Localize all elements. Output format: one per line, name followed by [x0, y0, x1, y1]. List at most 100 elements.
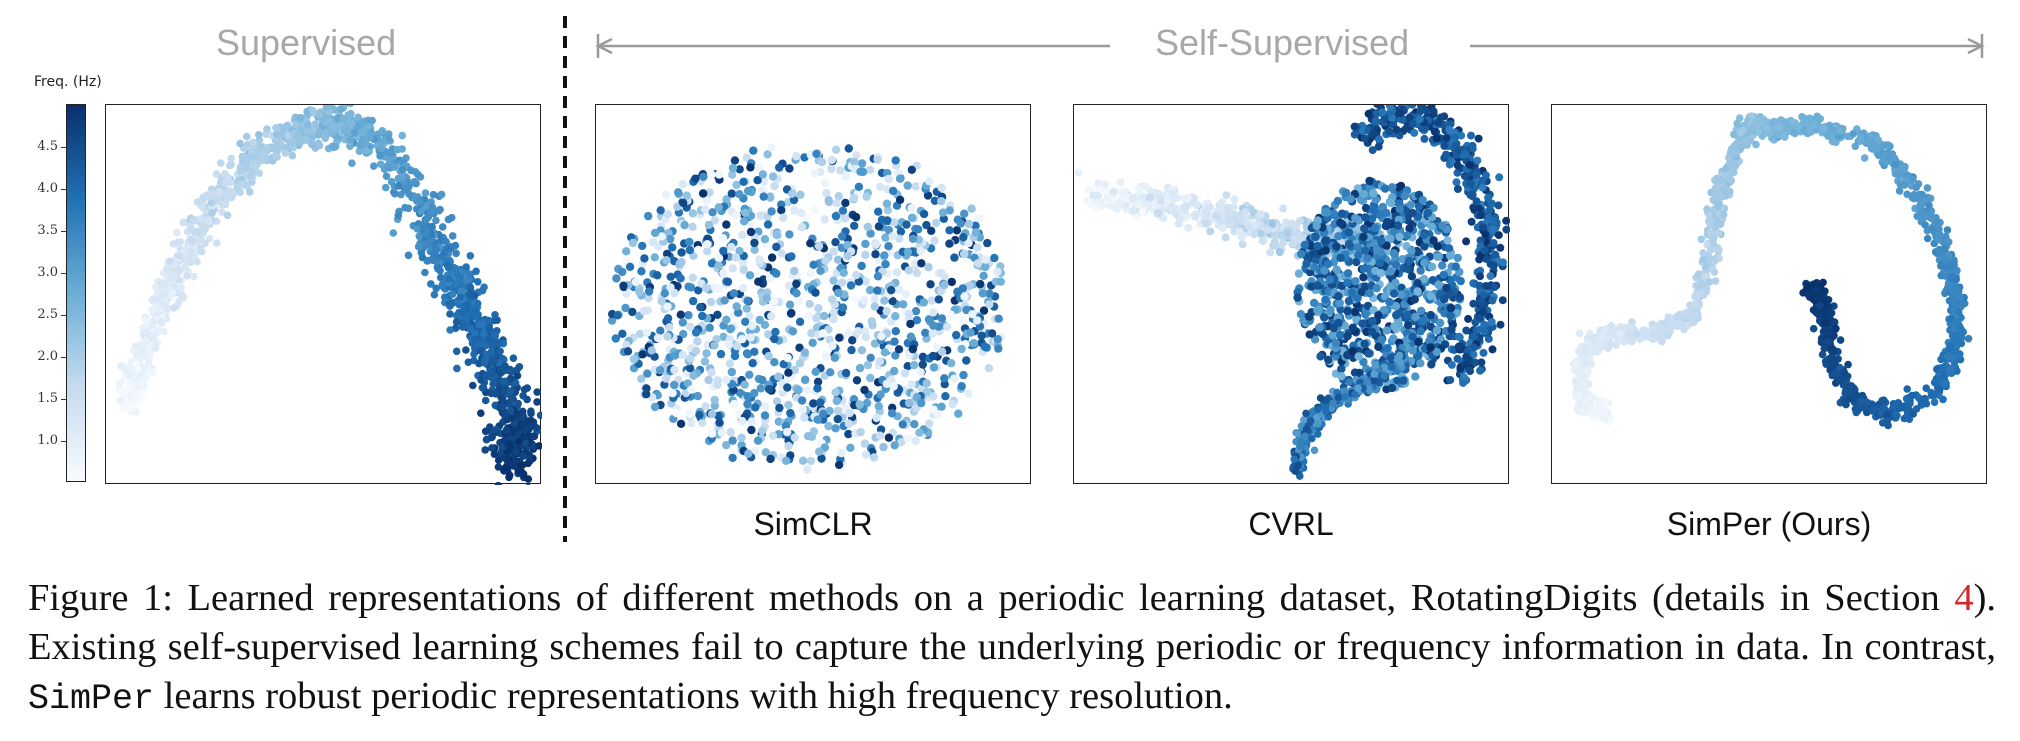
colorbar-tick-label: 4.0 — [37, 181, 58, 196]
embedding-point — [977, 331, 986, 340]
embedding-point — [685, 364, 695, 373]
embedding-point — [1476, 366, 1485, 375]
embedding-point — [1480, 246, 1489, 255]
embedding-point — [1293, 293, 1302, 302]
embedding-point — [846, 281, 856, 290]
embedding-point — [1354, 352, 1363, 361]
embedding-point — [1324, 355, 1333, 364]
embedding-point — [466, 283, 475, 292]
embedding-point — [398, 165, 407, 174]
embedding-point — [1386, 105, 1395, 111]
embedding-point — [691, 346, 701, 356]
embedding-point — [350, 129, 359, 137]
embedding-point — [726, 325, 735, 334]
embedding-point — [347, 105, 355, 107]
embedding-point — [513, 366, 521, 374]
embedding-point — [964, 389, 973, 398]
embedding-point — [822, 189, 831, 198]
embedding-point — [315, 110, 324, 119]
embedding-point — [142, 329, 151, 337]
embedding-point — [818, 329, 828, 338]
embedding-point — [783, 427, 792, 437]
embedding-point — [922, 387, 931, 396]
embedding-point — [726, 427, 735, 437]
embedding-point — [199, 193, 207, 202]
embedding-point — [154, 295, 163, 304]
embedding-point — [914, 225, 923, 234]
embedding-point — [612, 274, 621, 283]
embedding-point — [832, 199, 841, 208]
embedding-point — [390, 162, 399, 171]
embedding-point — [481, 396, 490, 405]
embedding-point — [1385, 297, 1394, 307]
embedding-point — [1427, 360, 1436, 369]
embedding-point — [643, 369, 652, 378]
embedding-point — [1382, 241, 1391, 250]
embedding-point — [744, 449, 753, 458]
embedding-point — [861, 332, 870, 342]
embedding-point — [1379, 306, 1388, 315]
embedding-point — [354, 113, 362, 122]
embedding-point — [1484, 193, 1493, 202]
embedding-point — [494, 456, 503, 465]
embedding-point — [880, 251, 889, 260]
embedding-point — [738, 334, 747, 344]
embedding-point — [123, 366, 131, 374]
embedding-point — [740, 380, 749, 389]
embedding-point — [355, 121, 364, 130]
embedding-point — [833, 255, 843, 264]
embedding-point — [813, 377, 823, 386]
embedding-point — [1132, 213, 1141, 222]
embedding-point — [746, 333, 755, 342]
embedding-point — [805, 299, 814, 309]
embedding-point — [758, 170, 768, 179]
embedding-point — [916, 246, 925, 256]
embedding-point — [1480, 320, 1489, 329]
embedding-point — [925, 177, 934, 186]
embedding-point — [863, 360, 873, 370]
embedding-point — [1420, 258, 1429, 268]
embedding-point — [382, 183, 390, 192]
embedding-point — [271, 146, 280, 154]
embedding-point — [1322, 407, 1330, 416]
embedding-point — [884, 174, 893, 184]
embedding-point — [1334, 292, 1343, 301]
embedding-point — [237, 181, 246, 189]
embedding-point — [255, 131, 263, 139]
embedding-point — [973, 316, 982, 325]
embedding-point — [824, 196, 833, 205]
colorbar-tick-label: 1.0 — [37, 433, 58, 448]
embedding-point — [417, 248, 426, 257]
embedding-point — [952, 226, 962, 235]
embedding-point — [341, 135, 349, 144]
embedding-point — [1419, 316, 1428, 325]
embedding-point — [882, 379, 891, 388]
embedding-point — [758, 426, 767, 436]
embedding-point — [1351, 307, 1360, 317]
embedding-point — [671, 408, 681, 418]
embedding-point — [1442, 134, 1451, 142]
embedding-point — [504, 458, 512, 467]
embedding-point — [337, 105, 345, 113]
embedding-point — [1444, 244, 1454, 253]
embedding-point — [912, 316, 922, 325]
embedding-point — [151, 283, 160, 291]
embedding-point — [881, 260, 890, 269]
embedding-point — [119, 401, 127, 410]
embedding-point — [520, 420, 528, 429]
embedding-point — [507, 440, 515, 449]
embedding-point — [763, 150, 772, 159]
embedding-point — [723, 277, 733, 286]
embedding-point — [1474, 134, 1483, 143]
embedding-point — [422, 229, 431, 238]
embedding-point — [394, 211, 403, 220]
embedding-point — [801, 375, 810, 384]
colorbar-tick-label: 1.5 — [37, 391, 58, 406]
embedding-point — [929, 392, 938, 401]
embedding-point — [173, 228, 181, 237]
embedding-point — [1470, 343, 1478, 352]
embedding-point — [770, 181, 779, 191]
embedding-point — [939, 214, 948, 223]
embedding-point — [862, 192, 871, 201]
embedding-point — [1433, 252, 1442, 261]
